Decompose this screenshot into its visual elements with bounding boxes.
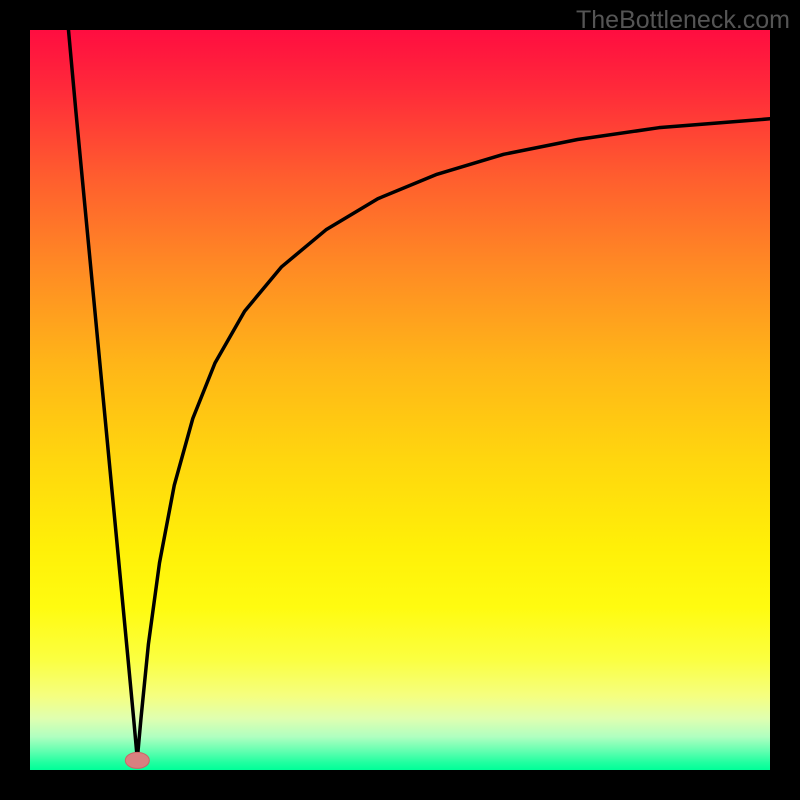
chart-container: TheBottleneck.com: [0, 0, 800, 800]
vertex-marker: [125, 752, 149, 768]
watermark-text: TheBottleneck.com: [576, 6, 790, 35]
plot-background: [30, 30, 770, 770]
bottleneck-chart: [0, 0, 800, 800]
